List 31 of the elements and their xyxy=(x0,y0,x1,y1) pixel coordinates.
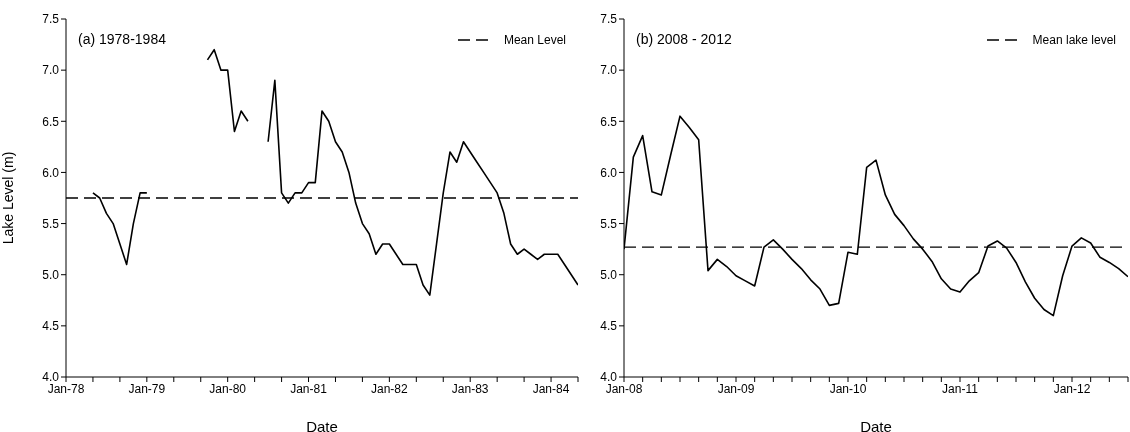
x-tick-label: Jan-09 xyxy=(717,381,755,396)
x-tick-label: Jan-83 xyxy=(451,381,489,396)
y-tick-label: 6.0 xyxy=(600,165,618,180)
y-tick-label: 7.0 xyxy=(42,63,60,78)
y-tick-label: 6.5 xyxy=(600,114,618,129)
y-tick-label: 4.5 xyxy=(600,319,618,334)
x-tick-label: Jan-10 xyxy=(829,381,867,396)
x-axis-title: Date xyxy=(306,418,338,432)
y-axis-title: Lake Level (m) xyxy=(0,151,16,245)
y-tick-label: 6.5 xyxy=(42,114,60,129)
x-tick-label: Jan-81 xyxy=(290,381,328,396)
y-tick-label: 7.5 xyxy=(42,12,60,27)
legend-label: Mean lake level xyxy=(1032,33,1116,47)
y-tick-label: 4.5 xyxy=(42,319,60,334)
x-tick-label: Jan-11 xyxy=(942,381,979,396)
y-tick-label: 5.0 xyxy=(42,267,60,282)
x-axis-title: Date xyxy=(860,418,892,432)
x-tick-label: Jan-12 xyxy=(1053,381,1091,396)
y-tick-label: 6.0 xyxy=(42,165,60,180)
x-tick-label: Jan-82 xyxy=(371,381,409,396)
x-tick-label: Jan-79 xyxy=(128,381,166,396)
text: (a) 1978-1984 xyxy=(78,31,166,47)
text: (b) 2008 - 2012 xyxy=(636,31,732,47)
y-tick-label: 5.5 xyxy=(600,216,618,231)
y-tick-label: 7.5 xyxy=(600,12,618,27)
y-tick-label: 5.5 xyxy=(42,216,60,231)
legend-label: Mean Level xyxy=(503,33,566,47)
x-tick-label: Jan-84 xyxy=(532,381,570,396)
y-tick-label: 5.0 xyxy=(600,267,618,282)
y-tick-label: 7.0 xyxy=(600,63,618,78)
x-tick-label: Jan-80 xyxy=(209,381,247,396)
